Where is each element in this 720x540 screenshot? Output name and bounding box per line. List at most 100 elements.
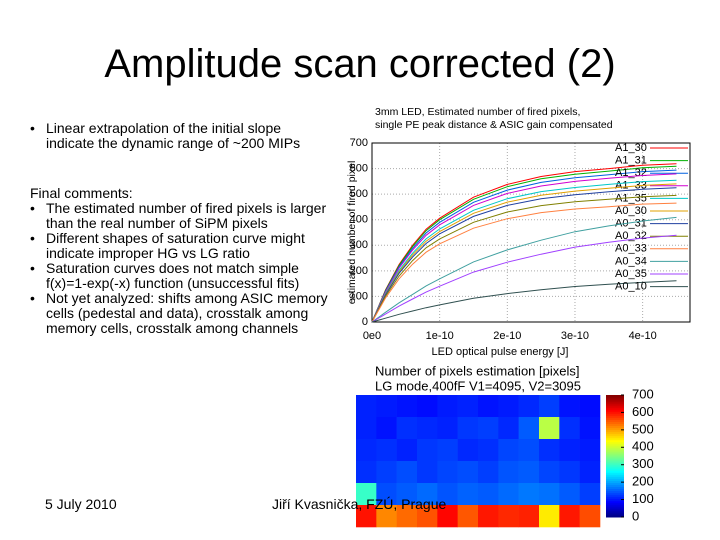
heatmap-cell (457, 461, 479, 484)
heatmap-cell (376, 417, 397, 440)
series-line (371, 216, 677, 323)
heatmap-cell (559, 505, 580, 528)
heatmap-cell (498, 483, 519, 506)
heatmap-cell (457, 417, 479, 440)
heatmap-cell (417, 395, 438, 418)
colorbar-step (606, 484, 624, 487)
colorbar-step (606, 415, 624, 418)
colorbar-step (606, 458, 624, 461)
heatmap-cell (376, 505, 397, 528)
series-line (371, 165, 677, 323)
colorbar-step (606, 435, 624, 439)
heatmap-cell (539, 483, 560, 506)
series-line (371, 163, 677, 323)
heatmap-cell (356, 461, 377, 484)
heatmap-cell (478, 439, 499, 462)
colorbar-step (606, 419, 624, 422)
heatmap-cell (457, 439, 479, 462)
colorbar-step (606, 451, 624, 455)
heatmap-cell (396, 483, 418, 506)
colorbar-step (606, 514, 624, 518)
heatmap-cell (437, 395, 458, 418)
colorbar-step (606, 480, 624, 483)
y-tick-label: 300 (350, 239, 368, 251)
y-tick-label: 700 (350, 137, 368, 149)
colorbar-step (606, 498, 624, 502)
heatmap-cell (417, 505, 438, 528)
chart-title: 3mm LED, Estimated number of fired pixel… (375, 106, 580, 118)
heatmap-cell (579, 417, 601, 440)
colorbar-step (606, 399, 624, 402)
colorbar-step (606, 460, 624, 463)
colorbar-step (606, 478, 624, 481)
heatmap-cell (498, 505, 519, 528)
heatmap-cell (478, 505, 499, 528)
bullet: The estimated number of fired pixels is … (30, 201, 330, 231)
heatmap-cell (478, 483, 499, 506)
heatmap-cell (539, 439, 560, 462)
comment-list: The estimated number of fired pixels is … (30, 201, 330, 336)
colorbar-tick-label: 100 (632, 491, 654, 506)
colorbar-step (606, 506, 624, 510)
heatmap-cell (498, 439, 519, 462)
section-heading: Final comments: (30, 185, 133, 201)
heatmap-cell (518, 483, 540, 506)
colorbar-step (606, 431, 624, 435)
colorbar-tick-label: 500 (632, 421, 654, 436)
y-tick-label: 600 (350, 162, 368, 174)
bullet-list: Linear extrapolation of the initial slop… (30, 121, 330, 151)
x-tick-label: 1e-10 (426, 330, 454, 342)
heatmap-cell (498, 461, 519, 484)
colorbar-step (606, 496, 624, 500)
colorbar-step (606, 425, 624, 429)
heatmap-cell (478, 461, 499, 484)
legend-label: A0_35 (615, 268, 647, 280)
colorbar-step (606, 397, 624, 400)
series-line (371, 194, 677, 323)
colorbar-step (606, 474, 624, 477)
heatmap-cell (457, 505, 479, 528)
heatmap-cell (417, 439, 438, 462)
colorbar-step (606, 427, 624, 431)
colorbar-step (606, 437, 624, 441)
heatmap-cell (518, 461, 540, 484)
heatmap-cell (539, 461, 560, 484)
heatmap-cell (478, 417, 499, 440)
bullet: Saturation curves does not match simple … (30, 261, 330, 291)
colorbar-step (606, 490, 624, 494)
heatmap-cell (579, 505, 601, 528)
heatmap-cell (396, 395, 418, 418)
colorbar-step (606, 401, 624, 404)
colorbar-step (606, 423, 624, 426)
heatmap-cell (356, 395, 377, 418)
heatmap-cell (437, 417, 458, 440)
heatmap-cell (376, 461, 397, 484)
series-line (371, 173, 677, 323)
legend-label: A1_33 (615, 180, 647, 192)
colorbar-step (606, 443, 624, 447)
heatmap-cell (559, 483, 580, 506)
x-axis-label: LED optical pulse energy [J] (432, 346, 569, 358)
heatmap-cell (376, 483, 397, 506)
heatmap-cell (457, 395, 479, 418)
heatmap-cell (396, 505, 418, 528)
colorbar-tick-label: 300 (632, 456, 654, 471)
colorbar-step (606, 476, 624, 479)
colorbar-step (606, 508, 624, 512)
colorbar-step (606, 453, 624, 457)
colorbar-tick-label: 0 (632, 508, 639, 523)
colorbar-tick-label: 600 (632, 404, 654, 419)
heatmap-cell (579, 439, 601, 462)
footer-author: Jiří Kvasnička, FZÚ, Prague (272, 496, 447, 512)
colorbar-step (606, 441, 624, 445)
heatmap-cell (376, 439, 397, 462)
colorbar-step (606, 445, 624, 449)
colorbar-step (606, 494, 624, 498)
chart-title: Number of pixels estimation [pixels] (375, 363, 579, 378)
legend-label: A1_30 (615, 142, 647, 154)
heatmap-cell (437, 439, 458, 462)
heatmap-cell (356, 417, 377, 440)
colorbar-tick-label: 200 (632, 474, 654, 489)
heatmap-cell (356, 483, 377, 506)
